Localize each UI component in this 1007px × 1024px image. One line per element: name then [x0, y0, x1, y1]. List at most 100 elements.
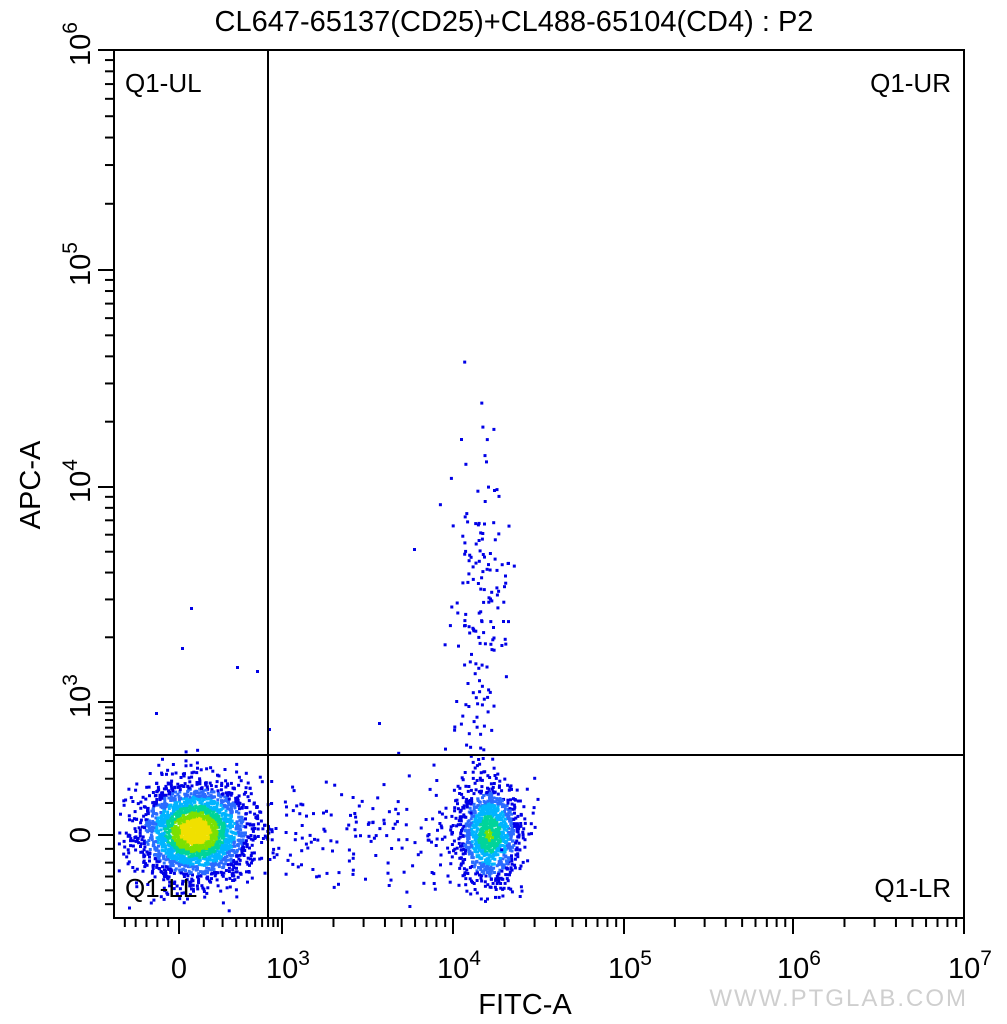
population-1-point: [191, 862, 195, 866]
population-1-point: [165, 802, 169, 806]
scatter-event-point: [283, 800, 287, 804]
population-1-point: [186, 857, 190, 861]
population-1-point: [168, 834, 172, 838]
population-2-point: [474, 838, 478, 842]
population-2-point: [507, 811, 511, 815]
population-3-point: [474, 696, 478, 700]
population-3-point: [468, 553, 472, 557]
population-1-point: [135, 881, 138, 885]
population-1-point: [198, 777, 202, 781]
population-2-point: [490, 827, 494, 831]
population-2-point: [488, 813, 492, 817]
population-2-point: [497, 879, 501, 883]
population-1-point: [205, 797, 209, 801]
population-2-point: [479, 837, 483, 841]
population-1-point: [255, 805, 259, 809]
population-1-point: [220, 835, 224, 839]
population-1-point: [155, 826, 159, 830]
population-1-point: [213, 827, 217, 831]
population-1-point: [246, 795, 250, 799]
population-3-point: [490, 728, 494, 732]
population-1-point: [210, 854, 214, 858]
population-3-point: [493, 489, 496, 492]
population-1-point: [169, 816, 173, 820]
population-1-point: [218, 857, 222, 861]
population-1-point: [229, 791, 232, 795]
population-1-point: [191, 797, 195, 801]
population-1-point: [201, 863, 204, 867]
population-1-point: [222, 821, 226, 825]
scatter-event-point: [404, 823, 408, 827]
population-2-point: [434, 793, 438, 797]
population-1-point: [196, 875, 199, 879]
population-1-point: [254, 816, 258, 819]
scatter-event-point: [291, 809, 295, 813]
population-1-point: [148, 794, 151, 798]
population-2-point: [487, 867, 491, 871]
population-2-point: [449, 828, 453, 832]
population-1-point: [119, 812, 122, 816]
population-2-point: [483, 867, 487, 871]
population-1-point: [195, 771, 199, 775]
population-1-point: [205, 840, 209, 844]
population-2-point: [490, 839, 494, 843]
population-2-point: [487, 787, 491, 791]
population-1-point: [180, 802, 184, 806]
population-2-point: [516, 799, 520, 803]
population-1-point: [222, 862, 226, 866]
population-1-point: [191, 873, 194, 877]
population-2-point: [499, 882, 503, 885]
population-2-point: [506, 846, 510, 850]
population-1-point: [157, 856, 161, 860]
population-1-point: [171, 863, 175, 867]
population-1-point: [183, 840, 187, 844]
scatter-event-point: [405, 890, 409, 894]
population-2-point: [470, 800, 474, 804]
population-1-point: [207, 867, 211, 870]
population-2-point: [470, 865, 474, 868]
population-2-point: [510, 849, 514, 853]
population-2-point: [482, 872, 486, 876]
scatter-event-point: [335, 840, 339, 844]
population-1-point: [166, 825, 170, 829]
population-3-point: [481, 532, 485, 535]
population-2-point: [502, 866, 505, 870]
population-1-point: [173, 854, 176, 858]
population-3-point: [482, 600, 486, 604]
population-1-point: [184, 838, 188, 842]
population-2-point: [496, 772, 500, 776]
population-1-point: [256, 822, 260, 826]
population-2-point: [470, 798, 474, 802]
scatter-event-point: [371, 807, 375, 811]
population-1-point: [163, 809, 166, 813]
population-1-point: [191, 828, 195, 832]
population-3-point: [474, 542, 478, 546]
population-3-point: [467, 559, 471, 563]
population-2-point: [447, 850, 451, 854]
population-1-point: [153, 794, 157, 798]
population-1-point: [157, 852, 161, 856]
population-1-point: [160, 773, 164, 776]
population-2-point: [478, 839, 482, 843]
population-1-point: [124, 798, 128, 802]
population-1-point: [198, 855, 202, 859]
population-3-point: [465, 512, 469, 516]
outlier-point: [268, 728, 271, 731]
scatter-event-point: [434, 844, 438, 847]
population-2-point: [489, 782, 493, 786]
population-2-point: [482, 833, 486, 837]
scatter-event-point: [364, 877, 367, 881]
population-1-point: [174, 790, 178, 794]
population-1-point: [204, 811, 208, 815]
population-2-point: [472, 865, 476, 869]
population-1-point: [124, 831, 128, 835]
population-1-point: [203, 855, 206, 858]
population-3-point: [475, 725, 479, 729]
population-1-point: [203, 835, 207, 839]
population-1-point: [159, 805, 163, 809]
population-1-point: [228, 825, 232, 829]
population-1-point: [225, 828, 229, 832]
population-2-point: [490, 808, 494, 812]
population-1-point: [188, 808, 192, 812]
population-1-point: [165, 891, 169, 895]
